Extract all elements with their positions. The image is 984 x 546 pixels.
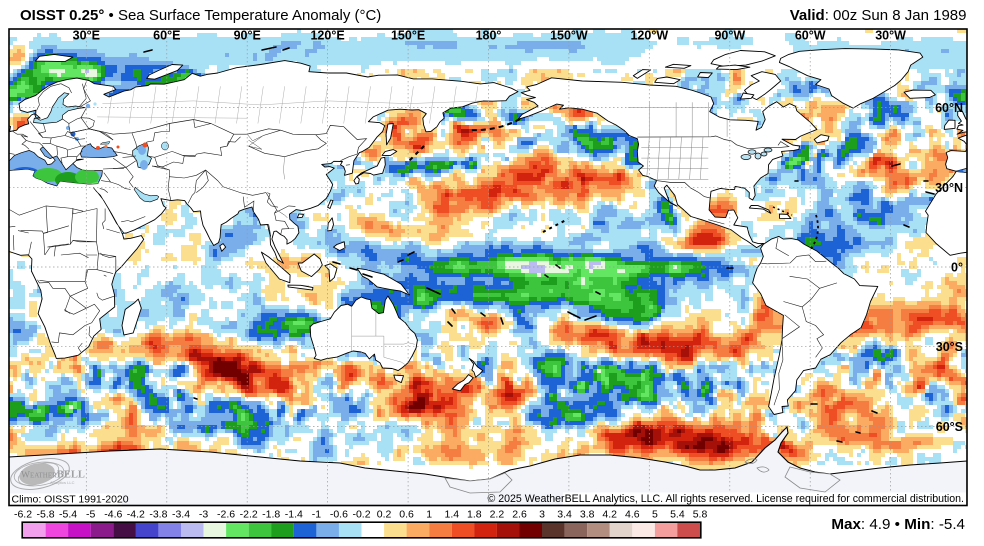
svg-text:-0.6: -0.6 [330,509,348,521]
svg-text:120°E: 120°E [310,29,344,43]
svg-text:60°E: 60°E [153,29,180,43]
svg-text:-2.2: -2.2 [240,509,258,521]
svg-text:30°E: 30°E [73,29,100,43]
svg-text:© 2025 WeatherBELL Analytics,: © 2025 WeatherBELL Analytics, LLC. All r… [487,493,964,505]
svg-text:-1.4: -1.4 [285,509,303,521]
svg-text:-6.2: -6.2 [14,509,32,521]
svg-text:30°N: 30°N [935,181,963,195]
svg-text:0.6: 0.6 [399,509,414,521]
svg-text:2.2: 2.2 [490,509,505,521]
svg-text:-0.2: -0.2 [352,509,370,521]
svg-text:Analytics LLC: Analytics LLC [50,480,75,485]
svg-text:1.8: 1.8 [467,509,482,521]
svg-text:-4.2: -4.2 [127,509,145,521]
svg-text:5: 5 [652,509,658,521]
svg-text:OISST 0.25° • Sea Surface Te: OISST 0.25° • Sea Surface Temperature An… [20,7,381,24]
svg-text:-5.8: -5.8 [37,509,55,521]
svg-text:0°: 0° [951,261,963,275]
svg-text:1: 1 [426,509,432,521]
svg-text:150°W: 150°W [550,29,588,43]
svg-text:30°W: 30°W [875,29,906,43]
svg-text:150°E: 150°E [391,29,425,43]
svg-text:-3.4: -3.4 [172,509,190,521]
svg-text:4.2: 4.2 [602,509,617,521]
svg-text:5.4: 5.4 [670,509,685,521]
svg-text:WEATHERBELL: WEATHERBELL [21,470,85,481]
svg-text:90°E: 90°E [234,29,261,43]
svg-text:Max: 4.9 • Min: -5.4: Max: 4.9 • Min: -5.4 [831,516,965,533]
svg-text:3.8: 3.8 [580,509,595,521]
svg-text:2.6: 2.6 [512,509,527,521]
svg-text:Climo: OISST 1991-2020: Climo: OISST 1991-2020 [12,494,129,506]
svg-text:5.8: 5.8 [693,509,708,521]
svg-text:-1.8: -1.8 [262,509,280,521]
svg-text:-5.4: -5.4 [59,509,77,521]
svg-text:30°S: 30°S [936,340,963,354]
svg-text:180°: 180° [476,29,502,43]
svg-text:4.6: 4.6 [625,509,640,521]
svg-text:Valid: 00z Sun 8 Jan 1989: Valid: 00z Sun 8 Jan 1989 [790,7,967,24]
svg-text:60°S: 60°S [936,420,963,434]
svg-text:3: 3 [539,509,545,521]
svg-text:60°W: 60°W [795,29,826,43]
svg-text:1.4: 1.4 [444,509,459,521]
svg-text:60°N: 60°N [935,101,963,115]
svg-text:120°W: 120°W [630,29,668,43]
svg-text:-1: -1 [312,509,321,521]
svg-text:90°W: 90°W [714,29,745,43]
svg-text:3.4: 3.4 [557,509,572,521]
svg-text:-4.6: -4.6 [104,509,122,521]
svg-text:-3.8: -3.8 [149,509,167,521]
svg-text:-2.6: -2.6 [217,509,235,521]
svg-text:-5: -5 [86,509,95,521]
svg-text:-3: -3 [199,509,208,521]
svg-text:0.2: 0.2 [377,509,392,521]
